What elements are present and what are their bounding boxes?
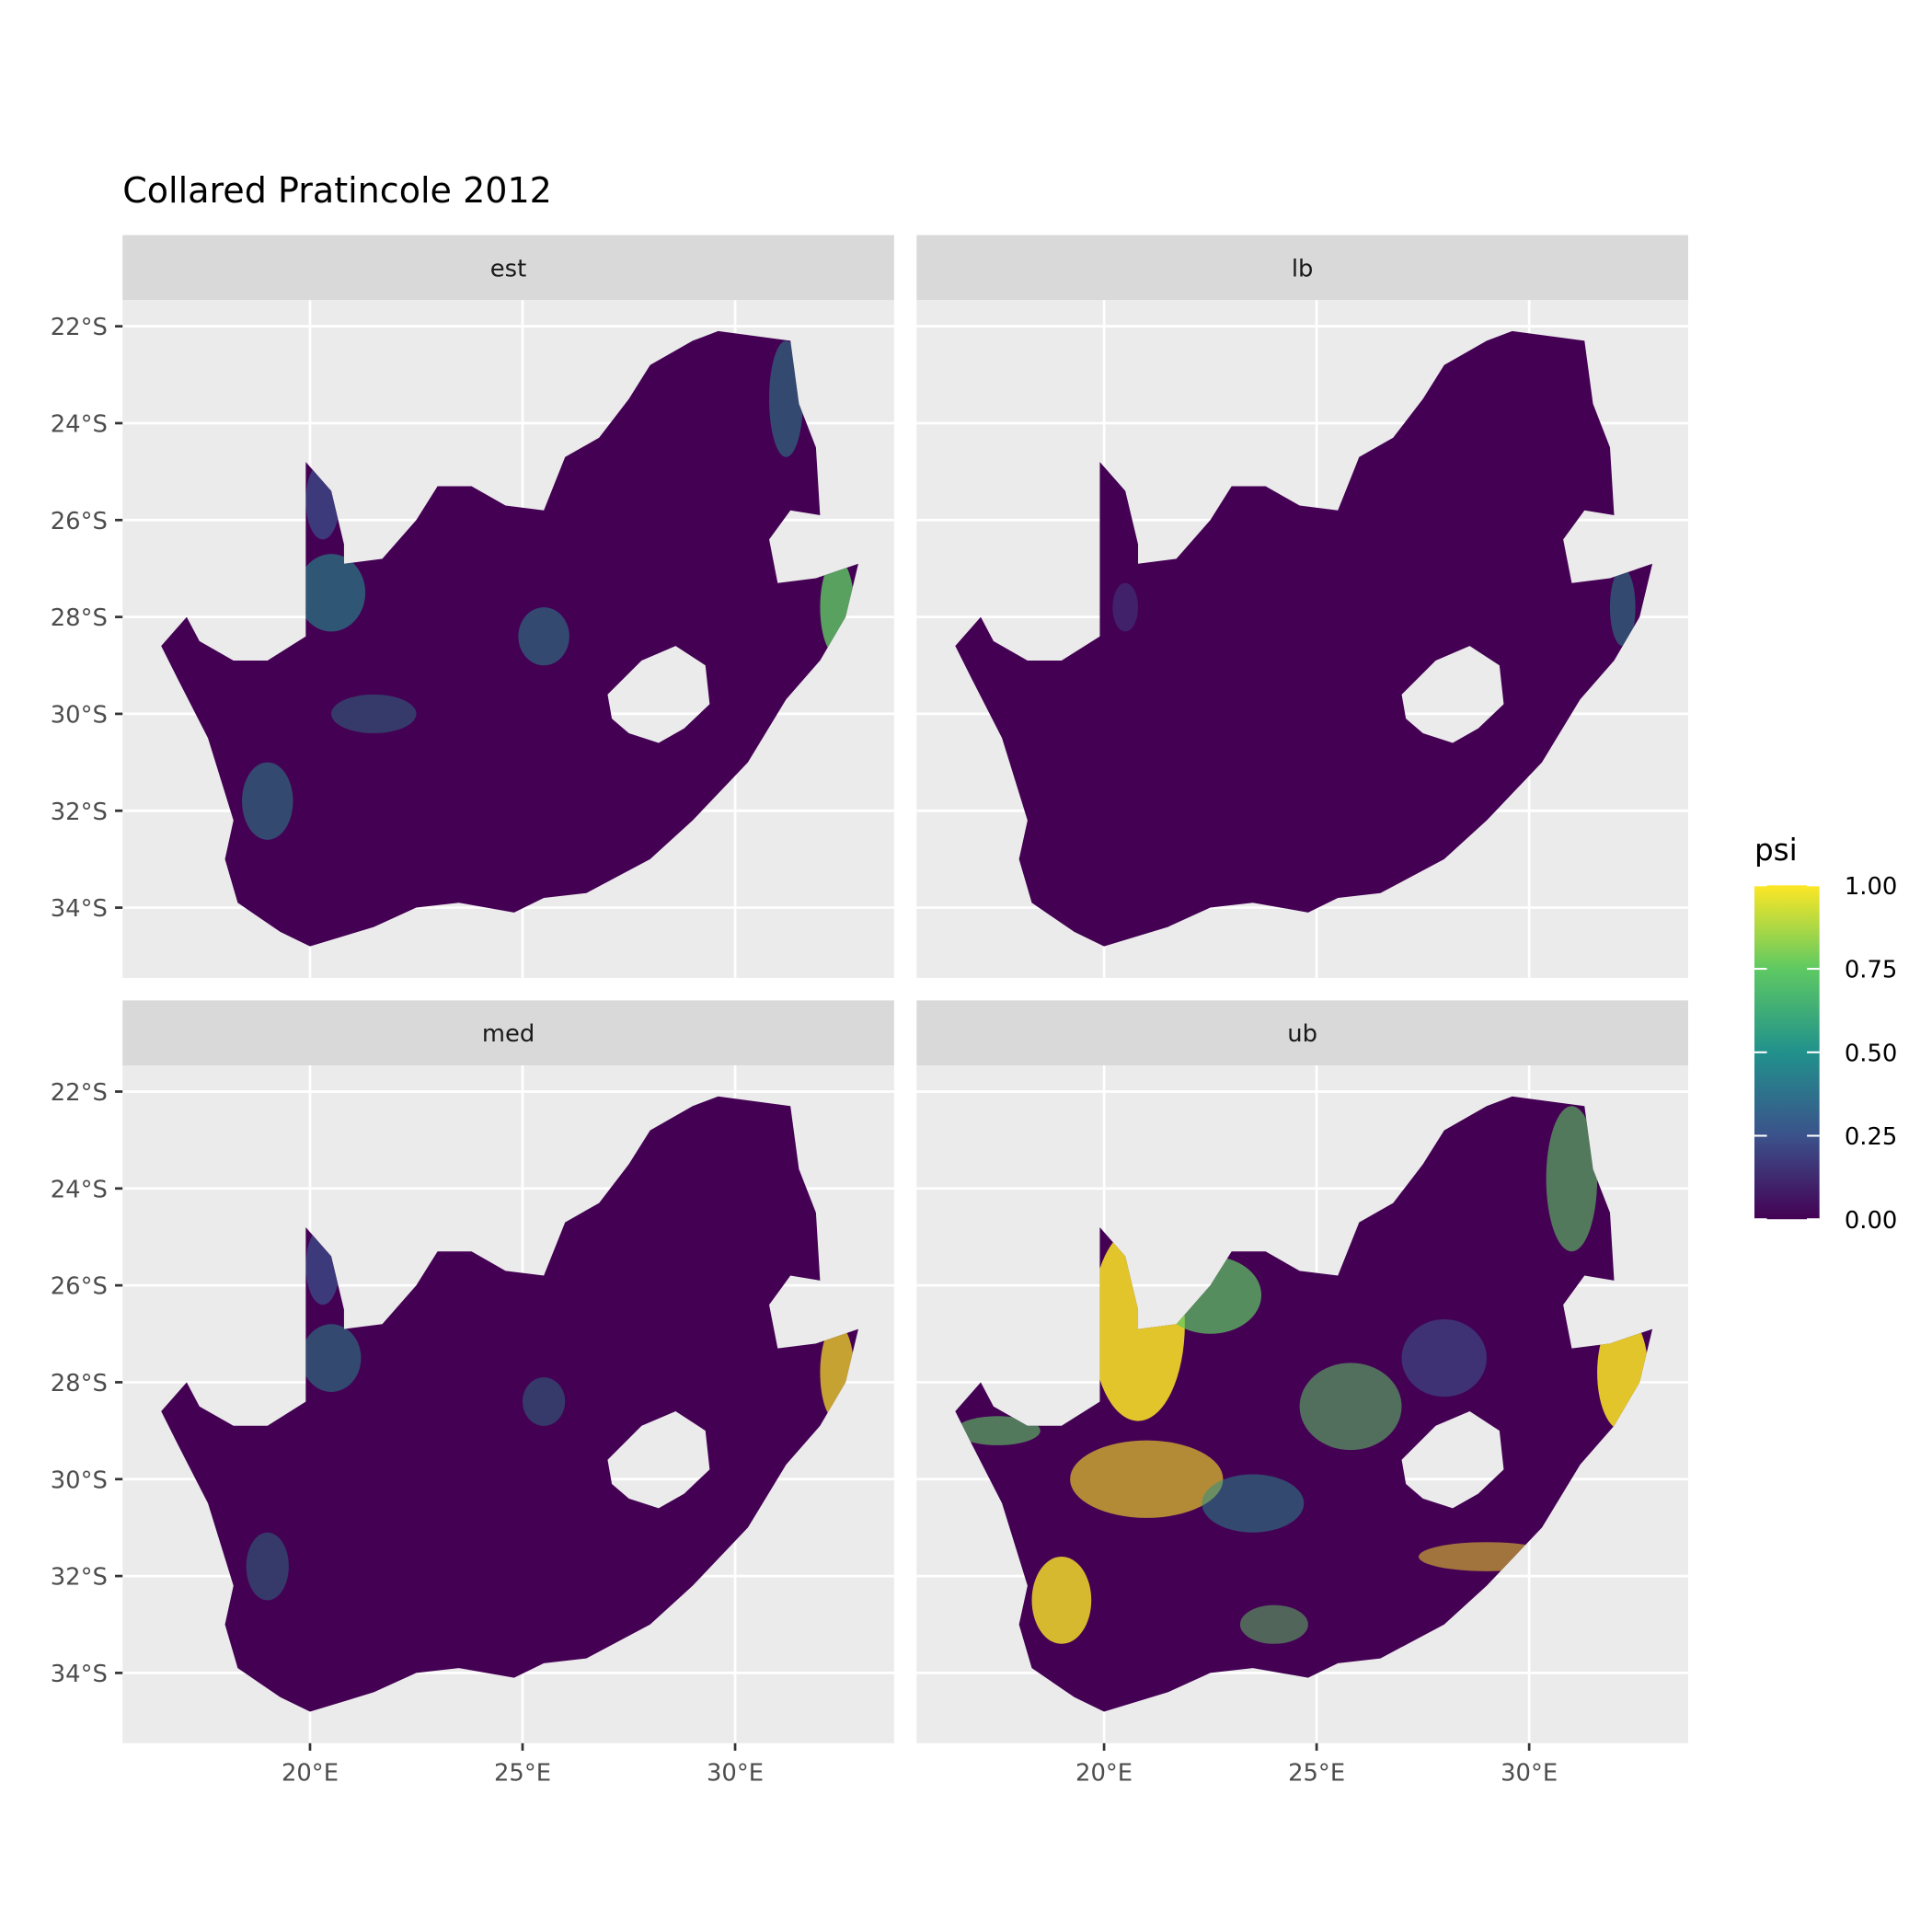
strip [916, 1000, 1688, 1066]
legend-title: psi [1754, 833, 1798, 868]
psi-area [1299, 1363, 1402, 1451]
raster-highlights [242, 340, 855, 840]
strip [122, 235, 894, 301]
legend-label: 0.25 [1845, 1123, 1897, 1151]
x-tick-label: 30°E [707, 1760, 764, 1788]
y-tick-label: 24°S [51, 410, 108, 438]
y-tick-label: 28°S [51, 604, 108, 632]
psi-area [1070, 1440, 1224, 1518]
psi-area [1112, 582, 1139, 632]
x-tick-label: 20°E [1075, 1760, 1133, 1788]
title: Collared Pratincole 2012 [122, 170, 552, 211]
strip-label: ub [1287, 1020, 1317, 1048]
psi-area [955, 1416, 1041, 1445]
x-tick-label: 30°E [1501, 1760, 1558, 1788]
strip [122, 1000, 894, 1066]
x-tick-label: 25°E [1288, 1760, 1345, 1788]
legend-label: 0.00 [1845, 1207, 1897, 1235]
y-tick-label: 26°S [51, 508, 108, 535]
country [955, 330, 1653, 947]
psi-area [518, 607, 569, 666]
y-tick-label: 26°S [51, 1273, 108, 1301]
psi-area [1031, 1557, 1092, 1644]
strip-label: lb [1292, 255, 1314, 282]
x-tick-label: 25°E [494, 1760, 551, 1788]
x-tick-label: 20°E [282, 1760, 339, 1788]
legend-label: 1.00 [1845, 873, 1897, 901]
country [161, 330, 858, 947]
psi-area [1609, 568, 1636, 647]
legend-label: 0.75 [1845, 957, 1897, 984]
psi-area [246, 1532, 289, 1601]
psi-area [1546, 1106, 1598, 1252]
y-tick-label: 24°S [51, 1176, 108, 1203]
y-tick-label: 22°S [51, 314, 108, 341]
psi-area [331, 694, 417, 733]
psi-area [523, 1377, 566, 1426]
y-tick-label: 34°S [51, 1661, 108, 1688]
psi-area [1202, 1474, 1305, 1533]
raster-highlights [1112, 568, 1636, 647]
y-tick-label: 32°S [51, 1564, 108, 1592]
strip-label: est [490, 255, 526, 282]
y-tick-label: 30°S [51, 701, 108, 729]
y-tick-label: 32°S [51, 799, 108, 826]
psi-area [297, 554, 366, 632]
y-tick-label: 34°S [51, 895, 108, 923]
psi-area [301, 1324, 362, 1392]
y-tick-label: 28°S [51, 1370, 108, 1397]
psi-area [242, 762, 293, 840]
strip-label: med [482, 1020, 535, 1048]
strip [916, 235, 1688, 301]
psi-area [1239, 1604, 1308, 1644]
psi-area [1401, 1318, 1487, 1397]
country [161, 1096, 858, 1712]
y-tick-label: 22°S [51, 1079, 108, 1107]
legend-label: 0.50 [1845, 1040, 1897, 1067]
y-tick-label: 30°S [51, 1466, 108, 1494]
